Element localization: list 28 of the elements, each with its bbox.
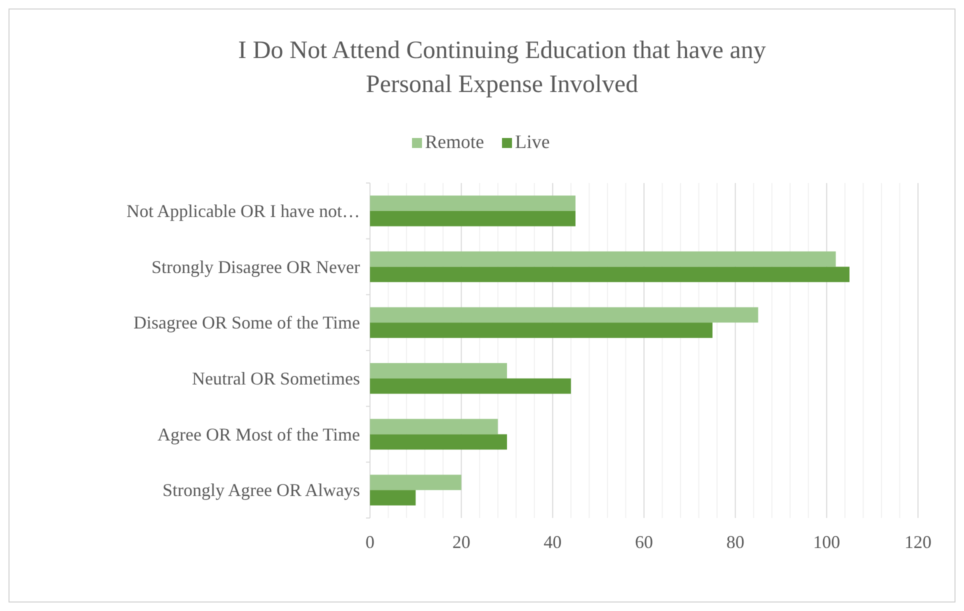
x-tick-label: 80 <box>726 532 744 552</box>
bar <box>370 307 758 323</box>
legend-label: Live <box>515 132 550 153</box>
x-tick-label: 100 <box>813 532 840 552</box>
bar <box>370 196 576 211</box>
y-tick-label: Strongly Disagree OR Never <box>152 256 360 277</box>
bar <box>370 322 712 338</box>
bar <box>370 266 850 282</box>
bar <box>370 434 507 450</box>
bar <box>370 490 416 506</box>
y-tick-label: Agree OR Most of the Time <box>158 424 360 444</box>
legend-label: Remote <box>425 132 484 153</box>
bar <box>370 418 498 434</box>
y-tick-label: Not Applicable OR I have not… <box>126 200 360 221</box>
x-tick-label: 40 <box>544 532 562 552</box>
bar <box>370 474 462 490</box>
bar <box>370 210 576 226</box>
bar <box>370 363 507 378</box>
bar <box>370 251 836 267</box>
chart-title: I Do Not Attend Continuing Education that have any Personal Expense Involved <box>238 37 766 98</box>
y-tick-label: Strongly Agree OR Always <box>162 480 360 500</box>
x-tick-label: 0 <box>366 532 374 552</box>
x-tick-label: 120 <box>904 532 932 552</box>
x-tick-label: 20 <box>452 532 470 552</box>
x-tick-label: 60 <box>635 532 653 552</box>
y-tick-label: Disagree OR Some of the Time <box>134 312 360 333</box>
bar <box>370 378 571 394</box>
y-tick-label: Neutral OR Sometimes <box>192 368 360 388</box>
